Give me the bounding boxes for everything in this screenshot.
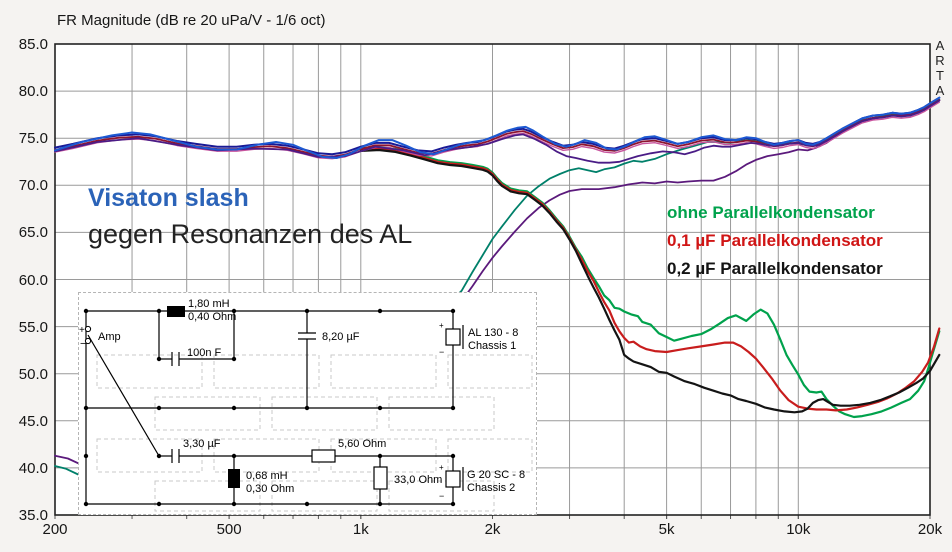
y-axis-label: 60.0 [18, 271, 48, 289]
component-label: − [439, 347, 444, 357]
watermark-rect [271, 480, 378, 512]
component-label: + [79, 325, 85, 336]
junction-dot [156, 501, 162, 507]
y-axis-label: 55.0 [18, 318, 48, 336]
y-axis-label: 75.0 [18, 130, 48, 148]
component-box [373, 466, 388, 490]
crossover-circuit-inset: Amp + − 1,80 mH 0,40 Ohm 100n F 8,20 µF AL 130 … [78, 292, 537, 515]
component-label: 3,30 µF [183, 438, 221, 450]
component-label: G 20 SC - 8 [467, 469, 525, 481]
junction-dot [231, 308, 237, 314]
watermark-rect [154, 480, 261, 512]
x-axis-label: 20k [917, 521, 943, 538]
series-sum-blue [54, 96, 941, 159]
legend-item: 0,1 µF Parallelkondensator [667, 231, 883, 250]
component-label: 33,0 Ohm [394, 474, 442, 486]
chart-title: FR Magnitude (dB re 20 uPa/V - 1/6 oct) [57, 12, 326, 29]
component-label: Amp [98, 331, 121, 343]
component-label: 0,68 mH [246, 470, 288, 482]
junction-dot [231, 356, 237, 362]
junction-dot [377, 308, 383, 314]
junction-dot [231, 453, 237, 459]
legend-item: ohne Parallelkondensator [667, 203, 875, 222]
watermark-rect [213, 354, 320, 389]
watermark-rect [330, 354, 437, 389]
watermark-rect [271, 396, 378, 431]
watermark-rect [96, 354, 203, 389]
watermark-rect [388, 480, 495, 512]
junction-dot [83, 501, 89, 507]
amp-terminal [84, 325, 92, 333]
watermark-rect [388, 396, 495, 431]
junction-dot [83, 405, 89, 411]
component-label: 5,60 Ohm [338, 438, 386, 450]
component-label: 1,80 mH [188, 298, 230, 310]
arta-watermark: A R T A [935, 38, 945, 98]
y-axis-label: 65.0 [18, 224, 48, 242]
y-axis-label: 85.0 [18, 36, 48, 53]
component-label: AL 130 - 8 [468, 327, 518, 339]
junction-dot [156, 356, 162, 362]
inductor-symbol [228, 469, 240, 488]
x-axis-label: 5k [658, 521, 675, 538]
series-woofer-black-02uF [359, 148, 941, 414]
junction-dot [450, 453, 456, 459]
x-axis-label: 200 [42, 521, 68, 538]
y-axis-label: 35.0 [18, 507, 48, 524]
component-label: − [439, 491, 444, 501]
watermark-rect [447, 354, 533, 389]
x-axis-label: 10k [786, 521, 811, 538]
junction-dot [450, 308, 456, 314]
junction-dot [231, 405, 237, 411]
junction-dot [450, 405, 456, 411]
junction-dot [83, 308, 89, 314]
junction-dot [156, 308, 162, 314]
y-axis-label: 50.0 [18, 365, 48, 383]
y-axis-label: 80.0 [18, 83, 48, 101]
wire [87, 334, 160, 457]
junction-dot [83, 453, 89, 459]
junction-dot [450, 501, 456, 507]
component-label: 0,40 Ohm [188, 311, 236, 323]
junction-dot [156, 405, 162, 411]
annotation-gegen-resonanzen: gegen Resonanzen des AL [88, 219, 413, 249]
y-axis-label: 45.0 [18, 412, 48, 430]
component-label: + [439, 321, 444, 330]
component-label: 8,20 µF [322, 331, 360, 343]
series-sum-purple [54, 99, 941, 164]
junction-dot [377, 501, 383, 507]
component-label: 0,30 Ohm [246, 483, 294, 495]
legend: ohne Parallelkondensator 0,1 µF Parallelk… [667, 199, 883, 283]
x-axis-label: 2k [484, 521, 501, 538]
y-axis-label: 70.0 [18, 177, 48, 195]
junction-dot [377, 453, 383, 459]
x-axis-label: 500 [216, 521, 242, 538]
junction-dot [377, 405, 383, 411]
junction-dot [304, 308, 310, 314]
amp-terminal [84, 337, 92, 345]
component-label: 100n F [187, 347, 222, 359]
component-label: + [439, 463, 444, 472]
component-label: − [80, 338, 86, 350]
junction-dot [304, 405, 310, 411]
crossover-schematic: Amp + − 1,80 mH0,40 Ohm 100n F 8,20 µF AL 130 … [79, 298, 533, 512]
x-axis-label: 1k [352, 521, 369, 538]
junction-dot [231, 501, 237, 507]
y-axis-label: 40.0 [18, 459, 48, 477]
component-box [445, 470, 461, 488]
component-box [445, 328, 461, 346]
component-box [311, 449, 336, 463]
watermark-rect [154, 396, 261, 431]
annotation-visaton-slash: Visaton slash [88, 184, 249, 212]
junction-dot [304, 501, 310, 507]
legend-item: 0,2 µF Parallelkondensator [667, 259, 883, 278]
inductor-symbol [167, 306, 185, 317]
junction-dot [156, 453, 162, 459]
component-label: Chassis 1 [468, 340, 516, 352]
component-label: Chassis 2 [467, 482, 515, 494]
watermark-rect [447, 438, 533, 473]
plot-border [54, 43, 931, 516]
